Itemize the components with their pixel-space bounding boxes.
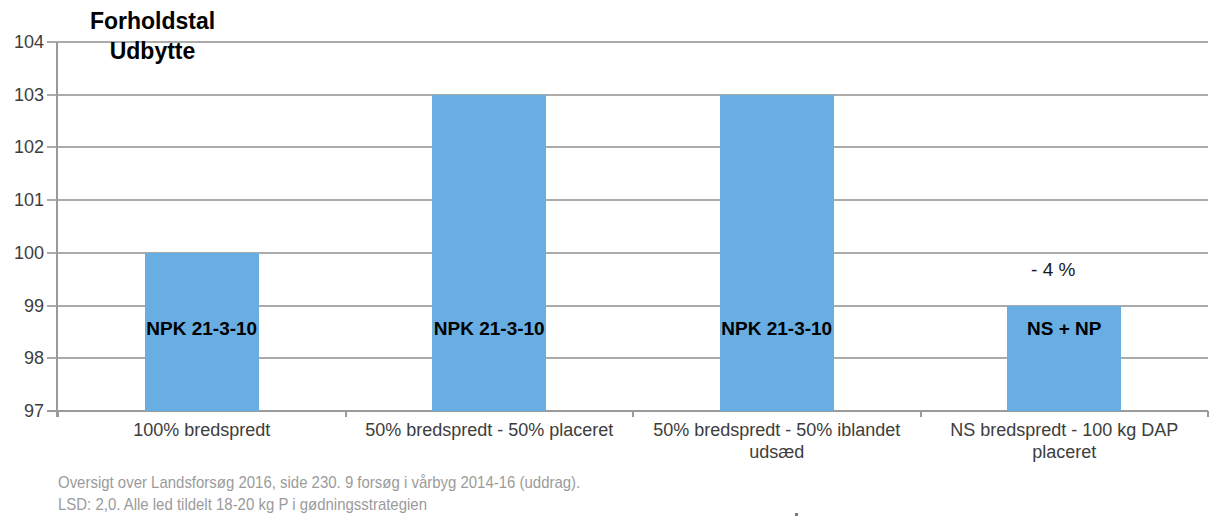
footnote-line1: Oversigt over Landsforsøg 2016, side 230… (58, 472, 580, 494)
y-gridline (47, 94, 1208, 96)
bar (432, 95, 546, 411)
y-tick-label: 97 (4, 400, 44, 422)
bar-label: NS + NP (1027, 318, 1101, 340)
y-gridline (47, 199, 1208, 201)
chart-title-line1: Forholdstal (70, 6, 235, 36)
bar-annotation: - 4 % (1031, 259, 1075, 281)
category-label: 100% bredspredt (62, 419, 342, 441)
chart-title: Forholdstal Udbytte (70, 6, 235, 66)
y-tick-label: 102 (4, 136, 44, 158)
category-tick (345, 411, 347, 417)
chart-title-line2: Udbytte (70, 36, 235, 66)
category-tick (57, 411, 59, 417)
category-tick (1207, 411, 1209, 417)
bar-label: NPK 21-3-10 (434, 318, 545, 340)
category-tick (632, 411, 634, 417)
bar (720, 95, 834, 411)
y-tick-label: 100 (4, 242, 44, 264)
category-tick (920, 411, 922, 417)
plot-area: 104 103 102 101 100 99 98 97 NPK 21-3-10 100% bre… (0, 0, 1216, 528)
footnote-line2: LSD: 2,0. Alle led tildelt 18-20 kg P i … (58, 494, 580, 516)
category-label: NS bredspredt - 100 kg DAP placeret (925, 419, 1205, 463)
y-tick-label: 99 (4, 295, 44, 317)
bar-label: NPK 21-3-10 (146, 318, 257, 340)
y-tick-label: 103 (4, 84, 44, 106)
y-gridline (47, 146, 1208, 148)
y-tick-label: 101 (4, 189, 44, 211)
footnote: Oversigt over Landsforsøg 2016, side 230… (58, 472, 580, 516)
bar-chart: 104 103 102 101 100 99 98 97 NPK 21-3-10 100% bre… (0, 0, 1216, 528)
category-label: 50% bredspredt - 50% placeret (350, 419, 630, 441)
bar-label: NPK 21-3-10 (721, 318, 832, 340)
y-tick-label: 104 (4, 31, 44, 53)
y-tick-label: 98 (4, 347, 44, 369)
y-axis-line (56, 42, 58, 417)
category-label: 50% bredspredt - 50% iblandet udsæd (637, 419, 917, 463)
stray-dot (795, 513, 798, 516)
